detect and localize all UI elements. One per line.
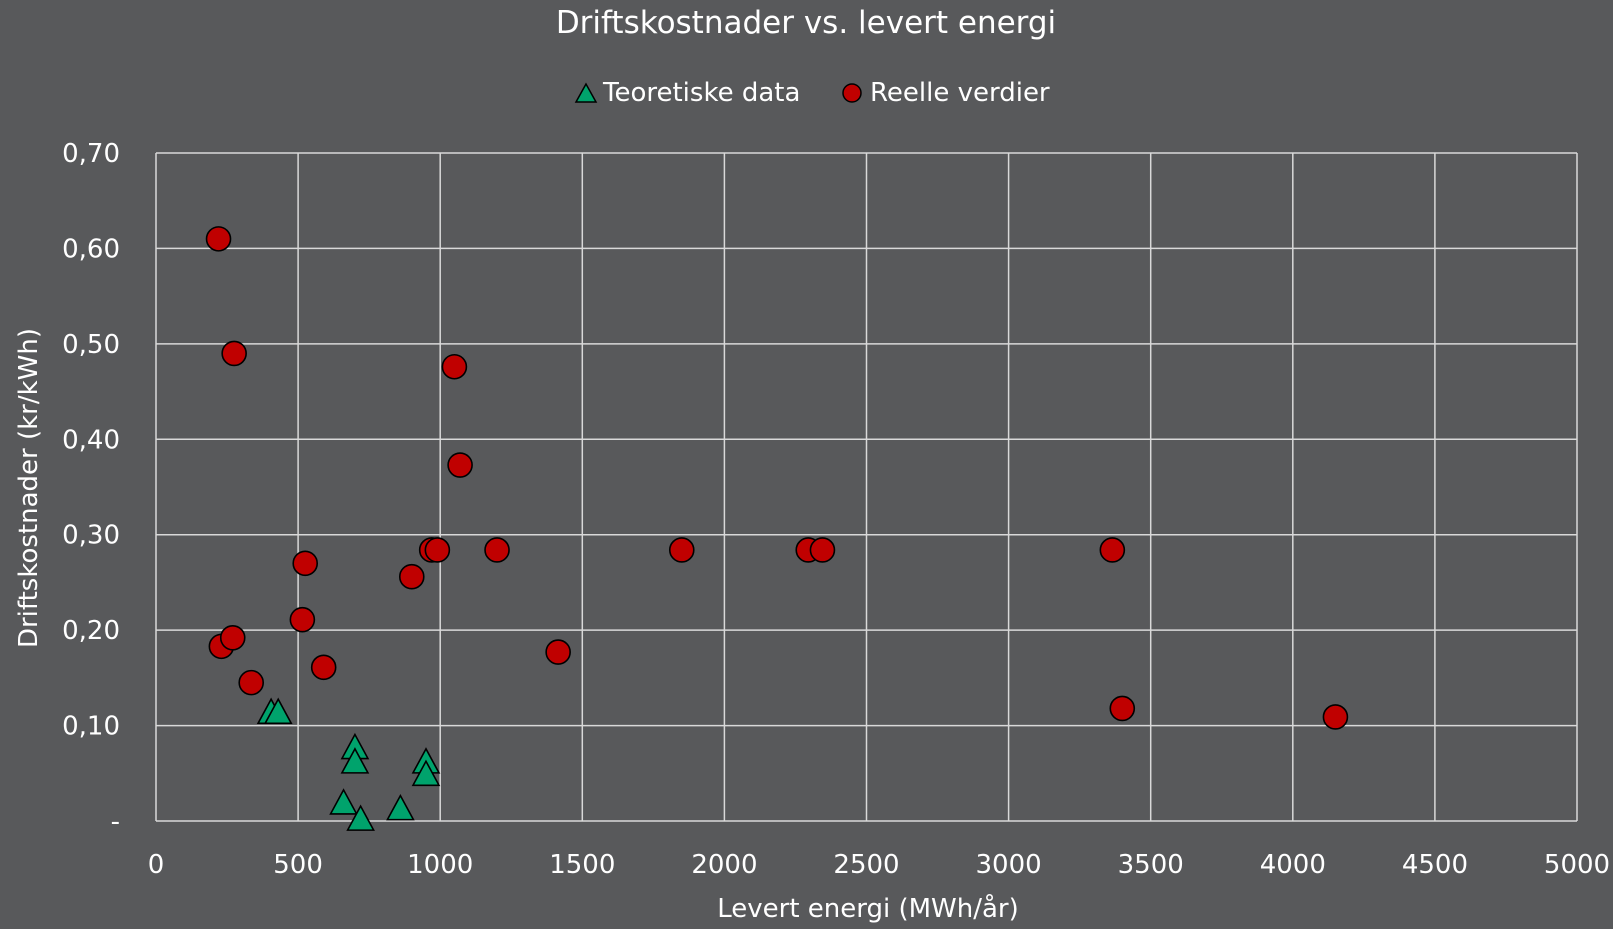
- plot-markers: [205, 226, 1349, 831]
- circle-point: [310, 654, 337, 681]
- x-tick-label: 2000: [691, 850, 757, 880]
- x-tick-label: 500: [273, 850, 323, 880]
- x-tick-label: 5000: [1544, 850, 1610, 880]
- y-axis-label: Driftskostnader (kr/kWh): [14, 328, 44, 648]
- legend-label-reelle: Reelle verdier: [870, 78, 1050, 108]
- y-tick-label: 0,70: [62, 139, 120, 169]
- legend-circle-marker: [842, 83, 862, 103]
- y-tick-label: 0,20: [62, 616, 120, 646]
- chart-title: Driftskostnader vs. levert energi: [556, 5, 1056, 41]
- triangle-point: [346, 804, 375, 831]
- circle-point: [809, 537, 836, 563]
- y-tick-label: 0,60: [62, 234, 120, 264]
- triangle-point: [263, 697, 293, 725]
- circle-point: [1099, 537, 1126, 563]
- x-tick-label: 1500: [549, 850, 615, 880]
- circle-point: [205, 226, 232, 252]
- x-tick-label: 1000: [407, 850, 473, 880]
- x-tick-label: 2500: [833, 850, 899, 880]
- y-tick-label: 0,10: [62, 712, 120, 742]
- grid: [155, 152, 1578, 822]
- circle-point: [221, 340, 247, 367]
- circle-point: [424, 537, 451, 563]
- circle-point: [238, 669, 265, 696]
- circle-point: [1322, 704, 1349, 730]
- circle-point: [441, 353, 468, 380]
- circle-point: [289, 606, 316, 633]
- x-tick-label: 3000: [976, 850, 1042, 880]
- triangle-point: [386, 793, 415, 821]
- legend: Teoretiske data Reelle verdier: [574, 78, 1050, 108]
- circle-point: [219, 624, 246, 651]
- y-tick-label: 0,50: [62, 330, 120, 360]
- x-tick-label: 4000: [1260, 850, 1326, 880]
- circle-point: [398, 563, 425, 590]
- x-axis-label: Levert energi (MWh/år): [717, 893, 1019, 924]
- y-tick-label: 0,30: [62, 521, 120, 551]
- circle-point: [1109, 695, 1136, 722]
- circle-point: [292, 550, 319, 577]
- triangle-point: [411, 759, 441, 787]
- circle-point: [545, 639, 571, 665]
- circle-point: [447, 452, 473, 478]
- x-tick-label: 0: [148, 850, 165, 880]
- y-tick-label: 0,40: [62, 425, 120, 455]
- x-tick-label: 4500: [1402, 850, 1468, 880]
- axis-ticks: 0 500 1000 1500 2000 2500 3000 3500 4000 4500 5000…: [62, 139, 1610, 880]
- legend-label-teoretiske: Teoretiske data: [602, 78, 800, 108]
- legend-triangle-marker: [574, 82, 598, 103]
- triangle-point: [329, 788, 358, 815]
- circle-point: [668, 537, 695, 563]
- x-tick-label: 3500: [1118, 850, 1184, 880]
- circle-point: [484, 537, 510, 563]
- y-tick-label: -: [111, 807, 120, 837]
- triangle-point: [340, 747, 370, 774]
